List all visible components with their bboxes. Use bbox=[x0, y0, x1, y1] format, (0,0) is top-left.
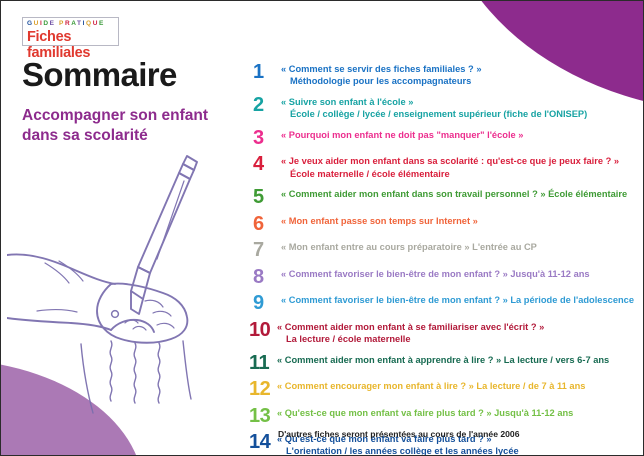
brand-logo: GUIDE PRATIQUE Fiches familiales bbox=[22, 17, 119, 61]
summary-item-number: 7 bbox=[253, 239, 264, 262]
summary-item-text: « Je veux aider mon enfant dans sa scola… bbox=[281, 155, 639, 179]
summary-item-number: 6 bbox=[253, 212, 264, 235]
summary-item-title: « Suivre son enfant à l'école » bbox=[281, 96, 414, 107]
summary-item-number: 5 bbox=[253, 186, 264, 209]
summary-item-title: « Comment aider mon enfant dans son trav… bbox=[281, 189, 628, 200]
summary-item-text: « Comment aider mon enfant à apprendre à… bbox=[277, 354, 639, 366]
summary-item-title: « Comment favoriser le bien-être de mon … bbox=[281, 295, 635, 306]
summary-item-title: « Comment se servir des fiches familiale… bbox=[281, 64, 482, 74]
summary-item[interactable]: 7 « Mon enfant entre au cours préparatoir… bbox=[253, 239, 639, 262]
summary-item-number: 4 bbox=[253, 153, 264, 176]
summary-item[interactable]: 8 « Comment favoriser le bien-être de mon… bbox=[253, 265, 639, 288]
summary-item[interactable]: 13 « Qu'est-ce que mon enfant va faire pl… bbox=[249, 406, 639, 426]
summary-item[interactable]: 1 « Comment se servir des fiches familial… bbox=[253, 61, 639, 87]
bottom-left-decorative-arc bbox=[1, 359, 143, 455]
summary-item-number: 10 bbox=[249, 318, 271, 341]
logo-title: Fiches familiales bbox=[27, 29, 91, 61]
summary-item-number: 3 bbox=[253, 126, 264, 149]
summary-item-text: « Qu'est-ce que mon enfant va faire plus… bbox=[277, 433, 639, 456]
summary-item[interactable]: 2 « Suivre son enfant à l'école » École / … bbox=[253, 93, 639, 120]
summary-item-text: « Pourquoi mon enfant ne doit pas "manqu… bbox=[281, 129, 639, 141]
summary-item-title: « Mon enfant passe son temps sur Interne… bbox=[281, 215, 478, 226]
summary-item-text: « Comment aider mon enfant à se familiar… bbox=[277, 321, 639, 345]
summary-item-text: « Mon enfant passe son temps sur Interne… bbox=[281, 215, 639, 227]
summary-item[interactable]: 6 « Mon enfant passe son temps sur Intern… bbox=[253, 212, 639, 235]
summary-item-subtitle: L'orientation / les années collège et le… bbox=[286, 446, 519, 456]
summary-item[interactable]: 12 « Comment encourager mon enfant à lire… bbox=[249, 379, 639, 399]
summary-item-subtitle: La lecture / école maternelle bbox=[286, 333, 411, 344]
summary-item-subtitle: École maternelle / école élémentaire bbox=[290, 168, 450, 179]
summary-item-title: « Comment encourager mon enfant à lire ?… bbox=[277, 381, 586, 392]
summary-item-title: « Comment favoriser le bien-être de mon … bbox=[281, 268, 590, 279]
summary-item[interactable]: 4 « Je veux aider mon enfant dans sa scol… bbox=[253, 153, 639, 179]
summary-item-title: « Je veux aider mon enfant dans sa scola… bbox=[281, 156, 620, 167]
page-subtitle: Accompagner son enfant dans sa scolarité bbox=[22, 107, 209, 144]
summary-item-number: 1 bbox=[253, 61, 264, 83]
summary-item-number: 13 bbox=[249, 404, 271, 427]
summary-item-text: « Comment favoriser le bien-être de mon … bbox=[281, 294, 639, 306]
summary-item-number: 8 bbox=[253, 265, 264, 288]
summary-item-text: « Comment aider mon enfant dans son trav… bbox=[281, 188, 639, 200]
page-title: Sommaire bbox=[22, 56, 177, 93]
summary-item-title: « Qu'est-ce que mon enfant va faire plus… bbox=[277, 407, 574, 418]
summary-item-number: 2 bbox=[253, 93, 264, 116]
summary-item[interactable]: 3 « Pourquoi mon enfant ne doit pas "manq… bbox=[253, 126, 639, 149]
summary-item-text: « Comment favoriser le bien-être de mon … bbox=[281, 268, 639, 280]
summary-item[interactable]: 14 « Qu'est-ce que mon enfant va faire pl… bbox=[249, 432, 639, 456]
summary-item-number: 14 bbox=[249, 431, 271, 454]
summary-list: 1 « Comment se servir des fiches familial… bbox=[249, 61, 639, 456]
summary-item-title: « Comment aider mon enfant à apprendre à… bbox=[277, 354, 610, 365]
summary-item-title: « Comment aider mon enfant à se familiar… bbox=[277, 321, 545, 332]
summary-item-text: « Comment encourager mon enfant à lire ?… bbox=[277, 380, 639, 392]
summary-item-subtitle: Méthodologie pour les accompagnateurs bbox=[290, 76, 472, 87]
summary-item[interactable]: 10 « Comment aider mon enfant à se famili… bbox=[249, 320, 639, 345]
summary-item[interactable]: 11 « Comment aider mon enfant à apprendre… bbox=[249, 353, 639, 373]
summary-item-text: « Comment se servir des fiches familiale… bbox=[281, 63, 639, 87]
summary-item-number: 11 bbox=[249, 351, 270, 374]
summary-item-number: 9 bbox=[253, 292, 264, 315]
summary-item-title: « Qu'est-ce que mon enfant va faire plus… bbox=[277, 434, 492, 445]
footer-note: D'autres fiches seront présentées au cou… bbox=[278, 429, 520, 439]
summary-item[interactable]: 5 « Comment aider mon enfant dans son tra… bbox=[253, 186, 639, 209]
summary-item-text: « Suivre son enfant à l'école » École / c… bbox=[281, 96, 639, 120]
summary-item[interactable]: 9 « Comment favoriser le bien-être de mon… bbox=[253, 292, 639, 315]
logo-tagline: GUIDE PRATIQUE bbox=[27, 20, 105, 27]
summary-item-text: « Qu'est-ce que mon enfant va faire plus… bbox=[277, 407, 639, 419]
summary-item-number: 12 bbox=[249, 378, 271, 401]
summary-item-subtitle: École / collège / lycée / enseignement s… bbox=[290, 109, 588, 120]
summary-item-title: « Pourquoi mon enfant ne doit pas "manqu… bbox=[281, 129, 524, 140]
summary-item-title: « Mon enfant entre au cours préparatoire… bbox=[281, 242, 537, 253]
summary-item-text: « Mon enfant entre au cours préparatoire… bbox=[281, 241, 639, 253]
